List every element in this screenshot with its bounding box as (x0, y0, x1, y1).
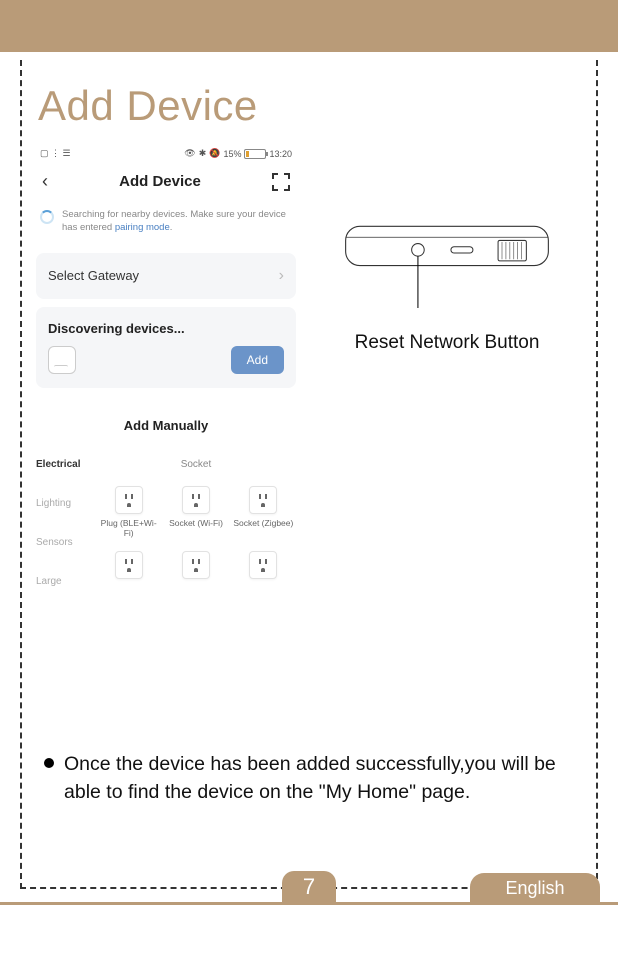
add-button[interactable]: Add (231, 346, 284, 374)
battery-icon (244, 149, 266, 159)
socket-icon (249, 551, 277, 579)
socket-icon (182, 486, 210, 514)
socket-icon (115, 486, 143, 514)
discovered-device-icon (48, 346, 76, 374)
select-gateway-card[interactable]: Select Gateway › (36, 253, 296, 299)
tile-row2-3[interactable] (249, 551, 277, 586)
device-diagram-column: Reset Network Button (312, 146, 582, 354)
category-electrical[interactable]: Electrical (36, 459, 96, 470)
searching-text: Searching for nearby devices. Make sure … (62, 208, 292, 235)
battery-percentage: 15% (223, 149, 241, 159)
app-header: ‹ Add Device (36, 161, 296, 202)
hub-diagram (312, 220, 582, 330)
category-sensors[interactable]: Sensors (36, 537, 96, 548)
chevron-right-icon: › (279, 267, 284, 285)
pairing-mode-link[interactable]: pairing mode (115, 222, 170, 233)
socket-icon (249, 486, 277, 514)
categories-section: Electrical Lighting Sensors Large Socket… (36, 459, 296, 587)
category-lighting[interactable]: Lighting (36, 498, 96, 509)
socket-icon (182, 551, 210, 579)
searching-row: Searching for nearby devices. Make sure … (36, 202, 296, 245)
scan-icon[interactable] (272, 173, 290, 191)
page-body: Add Device ▢ ⋮ ☰ 👁 ✱ 🔕 15% 13:20 (0, 52, 618, 957)
content-frame: Add Device ▢ ⋮ ☰ 👁 ✱ 🔕 15% 13:20 (20, 60, 598, 889)
tile-socket-wifi[interactable]: Socket (Wi-Fi) (169, 486, 223, 546)
add-manually-heading: Add Manually (36, 418, 296, 433)
app-header-title: Add Device (119, 173, 201, 190)
tile-row2-2[interactable] (182, 551, 210, 586)
content-row: ▢ ⋮ ☰ 👁 ✱ 🔕 15% 13:20 ‹ Add Device (36, 146, 582, 587)
spinner-icon (40, 210, 54, 224)
category-sidebar: Electrical Lighting Sensors Large (36, 459, 96, 587)
tile-socket-zigbee[interactable]: Socket (Zigbee) (233, 486, 293, 546)
tile-plug-ble-wifi[interactable]: Plug (BLE+Wi-Fi) (96, 486, 161, 546)
column-header-socket: Socket (181, 459, 212, 473)
bluetooth-icon: ✱ (199, 148, 207, 159)
bullet-icon (44, 758, 54, 768)
reset-button-label: Reset Network Button (355, 332, 540, 354)
silent-icon: 🔕 (209, 148, 220, 159)
status-time: 13:20 (269, 149, 292, 159)
instruction-text: Once the device has been added successfu… (64, 750, 574, 807)
select-gateway-label: Select Gateway (48, 268, 139, 283)
status-left-icons: ▢ ⋮ ☰ (40, 148, 71, 159)
discovering-title: Discovering devices... (48, 321, 284, 336)
status-bar: ▢ ⋮ ☰ 👁 ✱ 🔕 15% 13:20 (36, 146, 296, 161)
page-number: 7 (282, 871, 336, 903)
language-pill: English (470, 873, 600, 903)
eye-icon: 👁 (184, 148, 195, 159)
category-large[interactable]: Large (36, 576, 96, 587)
discovering-card: Discovering devices... Add (36, 307, 296, 388)
back-icon[interactable]: ‹ (42, 171, 48, 192)
category-grid: Socket Plug (BLE+Wi-Fi) Socket (Wi-Fi) (96, 459, 296, 587)
tile-row2-1[interactable] (115, 551, 143, 586)
page-title: Add Device (38, 82, 582, 130)
instruction-bullet: Once the device has been added successfu… (44, 750, 574, 807)
socket-icon (115, 551, 143, 579)
app-screenshot: ▢ ⋮ ☰ 👁 ✱ 🔕 15% 13:20 ‹ Add Device (36, 146, 296, 587)
top-accent-bar (0, 0, 618, 52)
